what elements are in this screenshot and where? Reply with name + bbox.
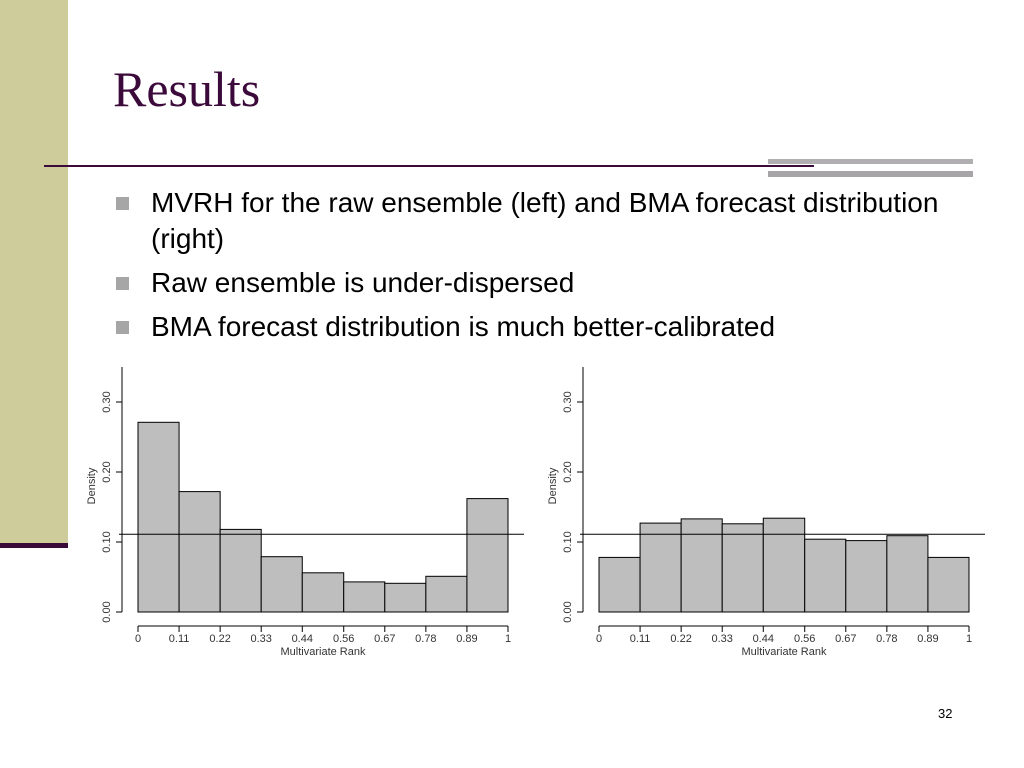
x-tick-label: 0.22 <box>670 633 691 645</box>
raw-ensemble-histogram-svg: 0.00 0.10 0.20 0.30 Density 0 0.11 0.22 0.33 0.44… <box>86 367 524 658</box>
y-tick-label: 0.10 <box>101 531 113 552</box>
x-tick-label: 0.22 <box>209 633 230 645</box>
histogram-bar <box>762 517 806 613</box>
histogram-bar <box>721 523 764 613</box>
x-axis-label: Multivariate Rank <box>742 646 827 658</box>
bma-histogram: 0.00 0.10 0.20 0.30 Density 0 0.11 0.22 0.33 0.44… <box>545 355 985 665</box>
y-tick-label: 0.20 <box>101 461 113 482</box>
histogram-bar <box>804 538 847 613</box>
left-decorative-band <box>0 0 68 545</box>
y-tick-label: 0.30 <box>562 391 574 412</box>
square-bullet-icon <box>116 321 129 334</box>
y-tick-label: 0.20 <box>562 461 574 482</box>
x-tick-label: 1 <box>966 633 972 645</box>
bullet-list: MVRH for the raw ensemble (left) and BMA… <box>113 185 963 353</box>
square-bullet-icon <box>116 277 129 290</box>
histogram-bar <box>137 421 180 613</box>
left-band-rule <box>0 543 68 548</box>
page-number: 32 <box>938 706 953 721</box>
x-tick-label: 0.89 <box>456 633 477 645</box>
x-tick-label: 0.11 <box>630 633 651 645</box>
bullet-text: Raw ensemble is under-dispersed <box>151 267 575 298</box>
y-tick-label: 0.10 <box>562 531 574 552</box>
x-tick-label: 0 <box>596 633 602 645</box>
square-bullet-icon <box>116 197 129 210</box>
bma-histogram-svg: 0.00 0.10 0.20 0.30 Density 0 0.11 0.22 0.33 0.44… <box>547 367 985 658</box>
x-tick-label: 1 <box>505 633 511 645</box>
histogram-bar <box>466 498 509 613</box>
histogram-bar <box>425 575 468 613</box>
histogram-bar <box>343 581 386 613</box>
y-axis-label: Density <box>86 467 98 504</box>
raw-ensemble-histogram: 0.00 0.10 0.20 0.30 Density 0 0.11 0.22 0.33 0.44… <box>84 355 524 665</box>
title-divider <box>44 165 814 167</box>
histogram-bar <box>384 582 427 613</box>
x-tick-label: 0.33 <box>250 633 271 645</box>
bullet-text: MVRH for the raw ensemble (left) and BMA… <box>151 187 939 254</box>
bullet-text: BMA forecast distribution is much better… <box>151 311 776 342</box>
x-tick-label: 0.11 <box>169 633 190 645</box>
x-tick-label: 0.56 <box>333 633 354 645</box>
y-tick-label: 0.30 <box>101 391 113 412</box>
histogram-bar <box>886 535 929 613</box>
x-tick-label: 0 <box>135 633 141 645</box>
histogram-bar <box>680 518 723 613</box>
x-tick-label: 0.67 <box>374 633 395 645</box>
x-tick-label: 0.44 <box>753 633 774 645</box>
histogram-bar <box>639 522 682 613</box>
bullet-item: BMA forecast distribution is much better… <box>113 309 963 345</box>
x-axis-label: Multivariate Rank <box>281 646 366 658</box>
histogram-bar <box>301 572 345 613</box>
histogram-bar <box>178 491 221 613</box>
y-tick-label: 0.00 <box>101 601 113 622</box>
slide-title: Results <box>113 61 261 117</box>
bullet-item: MVRH for the raw ensemble (left) and BMA… <box>113 185 963 257</box>
x-tick-label: 0.56 <box>794 633 815 645</box>
histogram-bar <box>845 540 888 613</box>
x-tick-label: 0.78 <box>415 633 436 645</box>
x-tick-label: 0.89 <box>917 633 938 645</box>
histogram-bar <box>219 528 262 613</box>
x-tick-label: 0.78 <box>876 633 897 645</box>
y-axis-label: Density <box>547 467 559 504</box>
y-tick-label: 0.00 <box>562 601 574 622</box>
bullet-item: Raw ensemble is under-dispersed <box>113 265 963 301</box>
x-tick-label: 0.67 <box>835 633 856 645</box>
x-tick-label: 0.44 <box>292 633 313 645</box>
histogram-bar <box>927 556 970 613</box>
title-divider-accent <box>768 159 973 179</box>
histogram-bar <box>598 556 641 613</box>
x-tick-label: 0.33 <box>711 633 732 645</box>
histogram-bar <box>260 556 303 613</box>
